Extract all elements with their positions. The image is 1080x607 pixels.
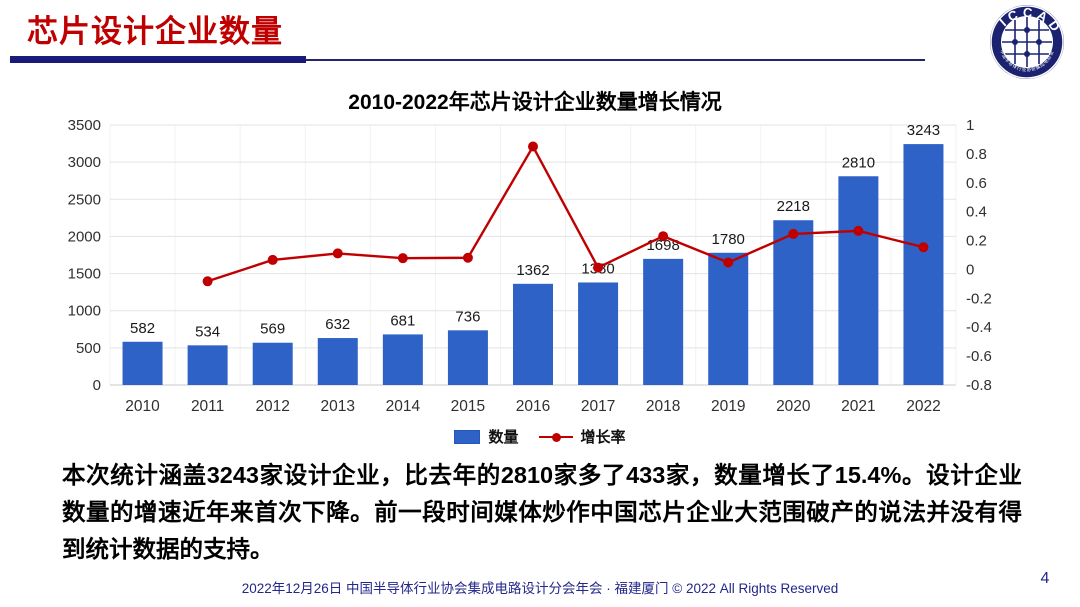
svg-text:2018: 2018 bbox=[646, 398, 680, 415]
svg-text:0: 0 bbox=[966, 261, 974, 278]
svg-text:2500: 2500 bbox=[68, 191, 101, 208]
svg-text:681: 681 bbox=[390, 312, 415, 329]
svg-text:3500: 3500 bbox=[68, 117, 101, 134]
svg-text:2011: 2011 bbox=[191, 398, 224, 415]
svg-text:2000: 2000 bbox=[68, 228, 101, 245]
svg-text:2015: 2015 bbox=[451, 398, 485, 415]
title-underline-thin bbox=[306, 59, 925, 61]
svg-text:0.8: 0.8 bbox=[966, 146, 987, 163]
svg-text:500: 500 bbox=[76, 340, 101, 357]
svg-text:1000: 1000 bbox=[68, 303, 101, 320]
svg-text:-0.8: -0.8 bbox=[966, 377, 992, 394]
chart-canvas: 0 500 1000 1500 2000 2500 3000 3500 1 0.8 0.6 0.4 0.… bbox=[68, 117, 992, 415]
title-underline-thick bbox=[10, 56, 306, 63]
page-number: 4 bbox=[1040, 570, 1050, 587]
svg-text:2017: 2017 bbox=[581, 398, 615, 415]
legend-item-growth: 增长率 bbox=[538, 426, 626, 447]
svg-text:2218: 2218 bbox=[777, 198, 810, 215]
legend-label-quantity: 数量 bbox=[488, 429, 519, 446]
svg-text:-0.6: -0.6 bbox=[966, 348, 992, 365]
svg-text:2012: 2012 bbox=[255, 398, 289, 415]
svg-text:632: 632 bbox=[325, 316, 350, 333]
svg-text:-0.2: -0.2 bbox=[966, 290, 992, 307]
svg-text:0.6: 0.6 bbox=[966, 175, 987, 192]
svg-text:2021: 2021 bbox=[841, 398, 875, 415]
svg-text:2022: 2022 bbox=[906, 398, 940, 415]
svg-text:0.2: 0.2 bbox=[966, 233, 987, 250]
svg-text:2016: 2016 bbox=[516, 398, 550, 415]
svg-text:1362: 1362 bbox=[516, 262, 549, 279]
svg-text:-0.4: -0.4 bbox=[966, 319, 992, 336]
body-paragraph: 本次统计涵盖3243家设计企业，比去年的2810家多了433家，数量增长了15.… bbox=[62, 462, 1022, 562]
svg-text:534: 534 bbox=[195, 323, 220, 340]
svg-text:736: 736 bbox=[455, 308, 480, 325]
page-title: 芯片设计企业数量 bbox=[27, 14, 283, 49]
chart-legend: 数量 增长率 bbox=[0, 426, 1080, 447]
svg-text:1780: 1780 bbox=[712, 231, 745, 248]
legend-label-growth: 增长率 bbox=[580, 429, 626, 446]
svg-text:569: 569 bbox=[260, 321, 285, 338]
svg-text:1: 1 bbox=[966, 117, 974, 134]
svg-text:2810: 2810 bbox=[842, 154, 875, 171]
svg-text:2020: 2020 bbox=[776, 398, 811, 415]
line-swatch-icon bbox=[538, 431, 573, 443]
svg-text:0.4: 0.4 bbox=[966, 204, 987, 221]
chart-title: 2010-2022年芯片设计企业数量增长情况 bbox=[348, 91, 722, 114]
svg-text:2010: 2010 bbox=[125, 398, 160, 415]
bar-swatch-icon bbox=[454, 429, 481, 444]
svg-text:3000: 3000 bbox=[68, 154, 101, 171]
svg-text:0: 0 bbox=[93, 377, 101, 394]
legend-item-quantity: 数量 bbox=[454, 426, 519, 447]
svg-text:1500: 1500 bbox=[68, 266, 101, 283]
svg-text:2013: 2013 bbox=[321, 398, 355, 415]
footer-text: 2022年12月26日 中国半导体行业协会集成电路设计分会年会 · 福建厦门 ©… bbox=[241, 581, 839, 596]
iccad-logo-icon: ICCAD 中国半导体行业协会集成电路设计分会 bbox=[988, 3, 1064, 79]
svg-text:2014: 2014 bbox=[386, 398, 421, 415]
svg-text:582: 582 bbox=[130, 320, 155, 337]
svg-text:3243: 3243 bbox=[907, 122, 940, 139]
svg-text:2019: 2019 bbox=[711, 398, 745, 415]
